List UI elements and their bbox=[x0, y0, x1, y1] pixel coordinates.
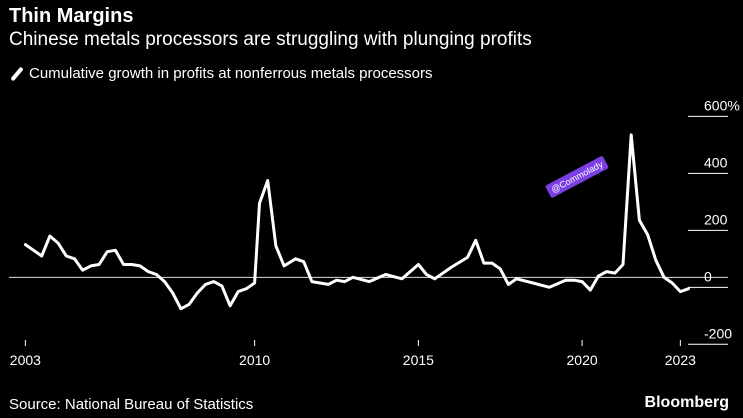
series-line bbox=[23, 133, 690, 311]
chart-subtitle: Chinese metals processors are struggling… bbox=[9, 29, 532, 50]
y-tick-label: -200 bbox=[704, 325, 732, 341]
x-tick-label: 2003 bbox=[10, 352, 41, 368]
x-tick-label: 2010 bbox=[239, 352, 270, 368]
y-tick-label: 0 bbox=[704, 268, 712, 284]
x-tick-label: 2015 bbox=[403, 352, 434, 368]
x-tick-label: 2023 bbox=[665, 352, 696, 368]
x-tick-label: 2020 bbox=[567, 352, 598, 368]
source-note: Source: National Bureau of Statistics bbox=[9, 396, 254, 413]
y-tick-label: 600% bbox=[704, 97, 740, 113]
bloomberg-logo: Bloomberg bbox=[644, 394, 729, 411]
legend-label: Cumulative growth in profits at nonferro… bbox=[29, 65, 433, 82]
legend: Cumulative growth in profits at nonferro… bbox=[9, 65, 433, 82]
y-tick-label: 400 bbox=[704, 154, 728, 170]
chart-title: Thin Margins bbox=[9, 5, 134, 27]
y-tick-label: 200 bbox=[704, 211, 728, 227]
